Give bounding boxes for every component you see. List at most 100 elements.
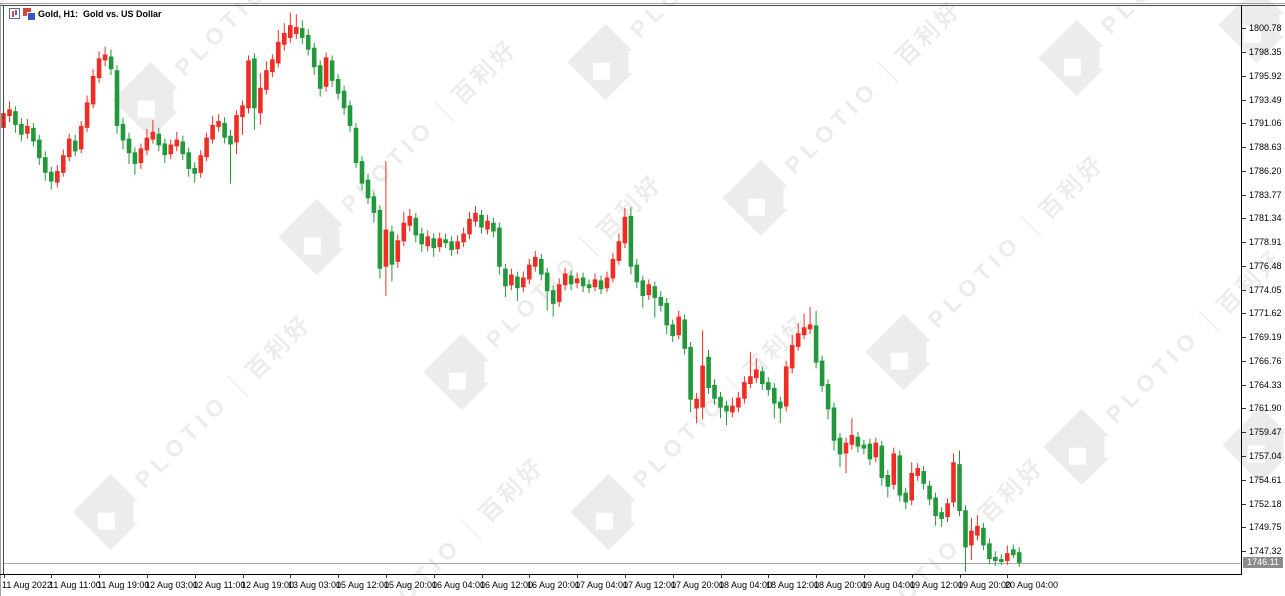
chart-title-bar: Gold, H1: Gold vs. US Dollar (9, 8, 162, 21)
candle-body (413, 217, 419, 236)
price-tick (1242, 504, 1246, 505)
candle-body (503, 268, 508, 287)
time-tick (4, 575, 5, 578)
candle-body (574, 278, 580, 284)
candle-body (957, 464, 962, 512)
candle-body (228, 135, 233, 145)
price-tick (1242, 52, 1246, 53)
price-tick-label: 1781.34 (1249, 213, 1282, 223)
price-tick-label: 1764.33 (1249, 380, 1282, 390)
candle-body (216, 121, 221, 127)
candle-body (174, 139, 180, 147)
candle-body (616, 241, 622, 261)
time-axis[interactable]: 11 Aug 2022 11 Aug 11:00 11 Aug 19:00 12 Au… (0, 575, 1285, 596)
candle-body (329, 60, 335, 81)
candle-body (885, 475, 891, 487)
candle-body (132, 152, 138, 164)
price-tick-label: 1778.91 (1249, 237, 1282, 247)
candle-body (449, 241, 454, 251)
candle-body (252, 58, 257, 109)
candle-body (222, 123, 227, 138)
candle-body (25, 125, 30, 134)
candle-body (562, 273, 568, 286)
price-axis-border (1241, 5, 1242, 575)
candle-body (84, 102, 90, 128)
price-tick (1242, 551, 1246, 552)
price-tick (1242, 313, 1246, 314)
candle-body (353, 127, 359, 163)
time-tick-label: 16 Aug 12:00 (480, 580, 534, 590)
time-tick (816, 575, 817, 578)
candle-body (467, 218, 472, 235)
price-tick (1242, 218, 1246, 219)
chart-windows-icon (23, 8, 36, 21)
candle-body (37, 139, 42, 159)
time-tick-label: 17 Aug 20:00 (671, 580, 725, 590)
time-tick (243, 575, 244, 578)
candle-body (198, 155, 203, 173)
candle-body (162, 143, 168, 156)
candle-body (210, 124, 215, 140)
candle-body (305, 34, 311, 50)
candle-body (592, 279, 598, 288)
candle-body (533, 256, 538, 267)
price-tick-label: 1793.49 (1249, 95, 1282, 105)
candle-body (485, 220, 490, 230)
candle-body (55, 170, 60, 183)
candle-body (766, 382, 771, 390)
bid-price-line (4, 563, 1241, 564)
candle-body (849, 434, 855, 445)
time-tick (434, 575, 435, 578)
candle-body (927, 485, 932, 500)
time-tick (147, 575, 148, 578)
candle-body (718, 396, 723, 408)
candle-body (807, 324, 813, 330)
candle-body (1011, 549, 1016, 556)
price-tick-label: 1769.19 (1249, 332, 1282, 342)
time-tick (482, 575, 483, 578)
candle-body (240, 105, 245, 118)
candle-body (700, 365, 705, 408)
time-tick (195, 575, 196, 578)
time-tick (912, 575, 913, 578)
candle-body (359, 161, 365, 184)
candle-body (640, 280, 646, 296)
candle-body (61, 155, 66, 173)
candle-body (760, 371, 765, 384)
candle-body (688, 346, 693, 400)
candle-body (795, 333, 801, 347)
candle-body (539, 258, 544, 275)
candle-body (1016, 552, 1022, 563)
time-tick-label: 16 Aug 04:00 (432, 580, 486, 590)
candle-body (712, 385, 717, 399)
candle-body (939, 512, 944, 519)
candle-body (168, 144, 174, 155)
candle-body (646, 284, 652, 296)
price-tick (1242, 456, 1246, 457)
price-tick (1242, 337, 1246, 338)
candle-body (778, 401, 783, 409)
candle-body (843, 442, 849, 454)
candle-body (933, 497, 938, 517)
candle-body (819, 360, 825, 386)
candle-body (270, 59, 275, 73)
price-tick-label: 1791.06 (1249, 118, 1282, 128)
price-tick (1242, 408, 1246, 409)
price-tick-label: 1749.75 (1249, 522, 1282, 532)
time-tick (338, 575, 339, 578)
price-tick (1242, 432, 1246, 433)
candle-body (915, 468, 920, 476)
candle-body (610, 258, 616, 279)
candle-body (138, 148, 144, 164)
price-tick (1242, 361, 1246, 362)
price-tick (1242, 28, 1246, 29)
price-axis[interactable]: 1800.78 1798.35 1795.92 1793.49 1791.06 1788.… (1242, 0, 1285, 575)
time-tick-label: 17 Aug 12:00 (623, 580, 677, 590)
candle-body (473, 212, 478, 222)
price-tick (1242, 266, 1246, 267)
price-tick (1242, 147, 1246, 148)
candlestick-plot[interactable] (0, 0, 1242, 575)
window-border-left-outer (0, 3, 1, 596)
candle-body (897, 455, 903, 496)
candle-body (311, 47, 317, 68)
